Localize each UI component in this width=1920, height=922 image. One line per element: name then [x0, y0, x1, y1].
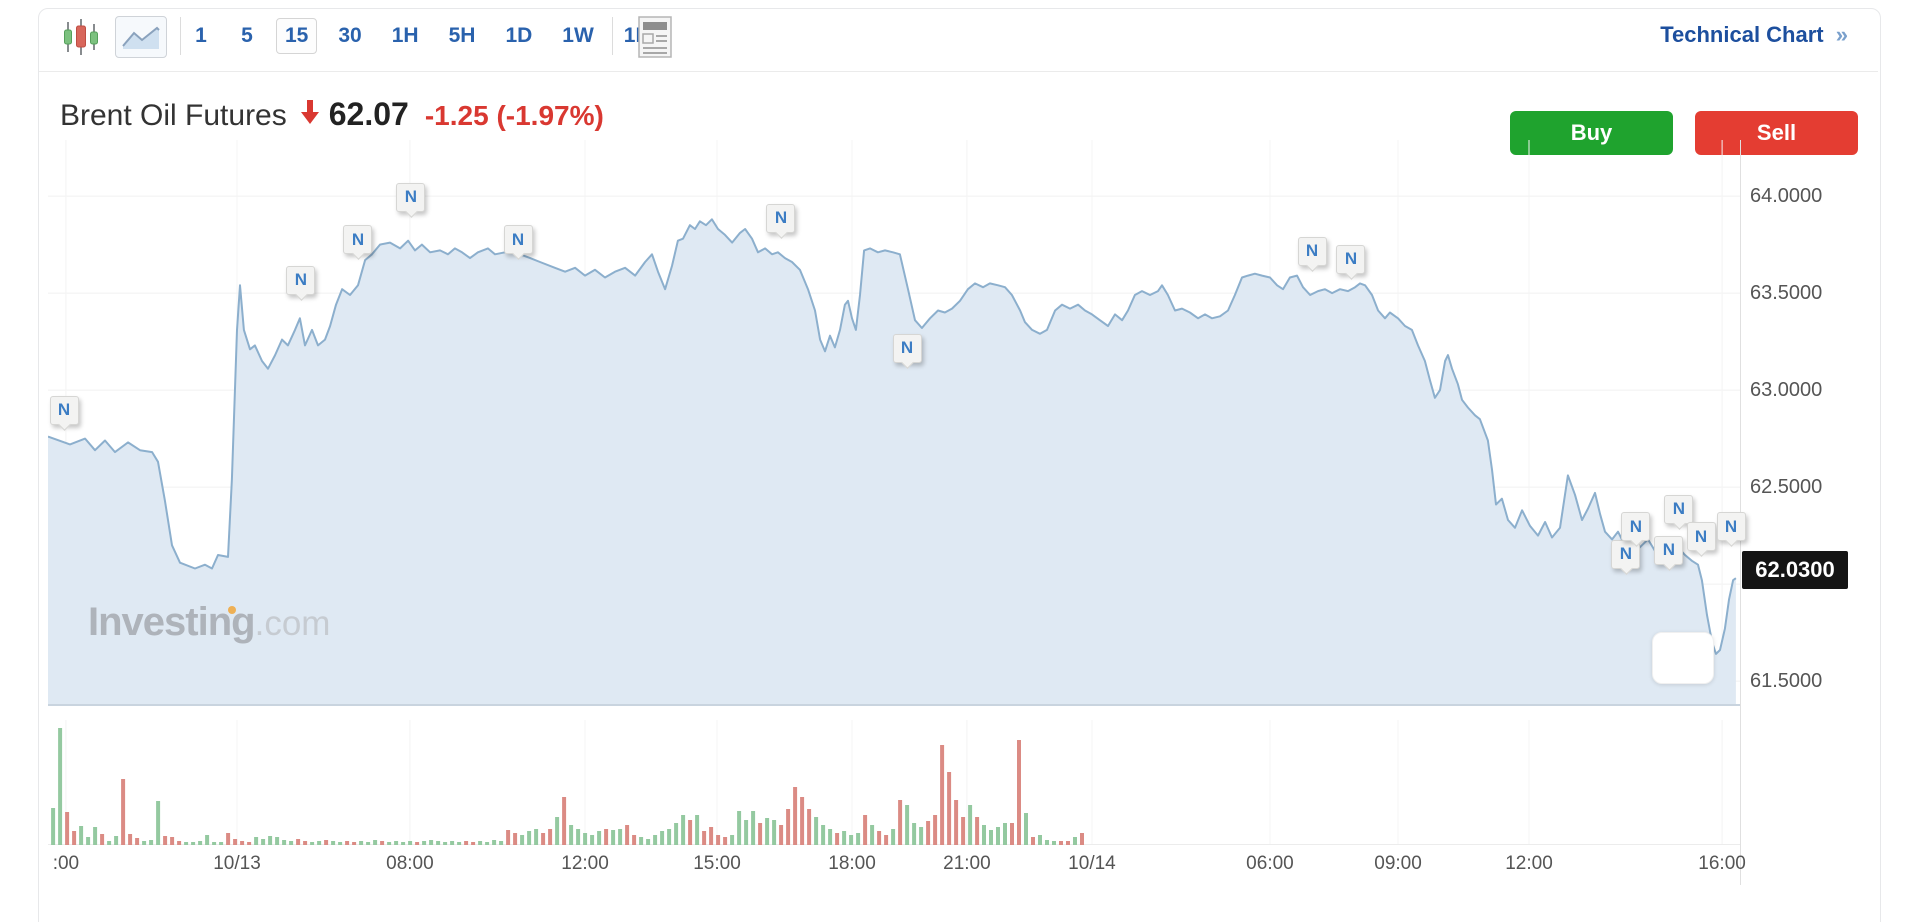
- news-marker-8[interactable]: N: [1297, 236, 1327, 272]
- page-title: Brent Oil Futures: [60, 99, 287, 132]
- y-axis-label-61.5000: 61.5000: [1750, 670, 1823, 693]
- candlestick-icon: [64, 19, 98, 55]
- investing-watermark: Investing.com: [88, 600, 331, 644]
- x-axis-label-10-13: 10/13: [213, 853, 261, 874]
- interval-button-30[interactable]: 30: [329, 18, 370, 54]
- price-change: -1.25 (-1.97%): [424, 100, 604, 131]
- interval-button-5h[interactable]: 5H: [440, 18, 485, 54]
- news-marker-11[interactable]: N: [1621, 512, 1651, 548]
- news-marker-6[interactable]: N: [766, 203, 796, 239]
- news-marker-label: N: [1305, 241, 1319, 261]
- news-marker-label: N: [511, 229, 525, 249]
- news-marker-7[interactable]: N: [892, 333, 922, 369]
- technical-chart-link[interactable]: Technical Chart »: [1660, 22, 1848, 48]
- price-down-arrow-icon: [300, 100, 319, 129]
- news-marker-12[interactable]: N: [1654, 535, 1684, 571]
- interval-button-1d[interactable]: 1D: [496, 18, 541, 54]
- news-marker-15[interactable]: N: [1716, 512, 1746, 548]
- news-marker-label: N: [1724, 516, 1738, 536]
- toolbar-bottom-border: [39, 71, 1878, 72]
- news-marker-14[interactable]: N: [1686, 522, 1716, 557]
- watermark-orange-dot: [228, 606, 236, 614]
- news-marker-label: N: [774, 208, 788, 228]
- x-axis-label-21-00: 21:00: [943, 853, 991, 874]
- interval-button-1[interactable]: 1: [184, 18, 218, 54]
- x-axis-label-15-00: 15:00: [693, 853, 741, 874]
- x-axis-label-18-00: 18:00: [828, 853, 876, 874]
- news-marker-label: N: [1344, 249, 1358, 269]
- last-price-tag: 62.0300: [1742, 551, 1848, 589]
- news-marker-label: N: [1672, 499, 1686, 519]
- news-marker-1[interactable]: N: [49, 395, 79, 431]
- news-marker-label: N: [294, 270, 308, 290]
- interval-button-15[interactable]: 15: [276, 18, 318, 54]
- x-axis-label-09-00: 09:00: [1374, 853, 1422, 874]
- last-price: 62.07: [328, 96, 409, 132]
- instrument-header: Brent Oil Futures 62.07 -1.25 (-1.97%): [60, 96, 604, 133]
- news-marker-label: N: [57, 400, 71, 420]
- x-axis-label-12-00: 12:00: [1505, 853, 1553, 874]
- news-marker-label: N: [1619, 544, 1633, 564]
- sell-button[interactable]: Sell: [1695, 111, 1858, 155]
- x-axis-label-16-00: 16:00: [1698, 853, 1746, 874]
- toolbar-divider: [180, 17, 181, 55]
- news-marker-13[interactable]: N: [1664, 494, 1694, 530]
- buy-button[interactable]: Buy: [1510, 111, 1673, 155]
- chevron-right-icon: »: [1835, 22, 1848, 47]
- x-axis-label-10-14: 10/14: [1068, 853, 1116, 874]
- area-chart-icon: [122, 26, 160, 49]
- x-axis-label-12-00: 12:00: [561, 853, 609, 874]
- news-marker-5[interactable]: N: [503, 225, 533, 261]
- chart-overlay-box: [1652, 632, 1714, 684]
- news-marker-label: N: [1629, 516, 1643, 536]
- news-marker-label: N: [351, 229, 365, 249]
- interval-button-1w[interactable]: 1W: [553, 18, 603, 54]
- news-marker-label: N: [404, 187, 418, 207]
- interval-button-5[interactable]: 5: [230, 18, 264, 54]
- news-marker-3[interactable]: N: [343, 225, 373, 261]
- x-axis-label-06-00: 06:00: [1246, 853, 1294, 874]
- y-axis-label-63.0000: 63.0000: [1750, 379, 1823, 402]
- x-axis-label-08-00: 08:00: [386, 853, 434, 874]
- technical-chart-label: Technical Chart: [1660, 22, 1824, 47]
- news-panel-button[interactable]: [632, 14, 678, 60]
- news-marker-2[interactable]: N: [286, 265, 316, 301]
- y-axis-label-64.0000: 64.0000: [1750, 185, 1823, 208]
- toolbar-divider-2: [612, 17, 613, 55]
- price-area-chart[interactable]: [48, 140, 1740, 706]
- interval-button-1h[interactable]: 1H: [383, 18, 428, 54]
- news-list-icon: [638, 16, 672, 58]
- candlestick-chart-button[interactable]: [55, 18, 107, 56]
- x-axis-label--00: :00: [52, 853, 80, 874]
- interval-selector: 1515301H5H1D1W1M: [178, 14, 668, 58]
- news-marker-4[interactable]: N: [396, 182, 426, 218]
- news-marker-label: N: [900, 338, 914, 358]
- volume-bars-chart: [48, 720, 1740, 845]
- y-axis-label-63.5000: 63.5000: [1750, 282, 1823, 305]
- area-chart-button[interactable]: [115, 16, 167, 58]
- y-axis-label-62.5000: 62.5000: [1750, 476, 1823, 499]
- news-marker-9[interactable]: N: [1336, 244, 1366, 280]
- news-marker-label: N: [1694, 526, 1708, 546]
- news-marker-label: N: [1662, 540, 1676, 560]
